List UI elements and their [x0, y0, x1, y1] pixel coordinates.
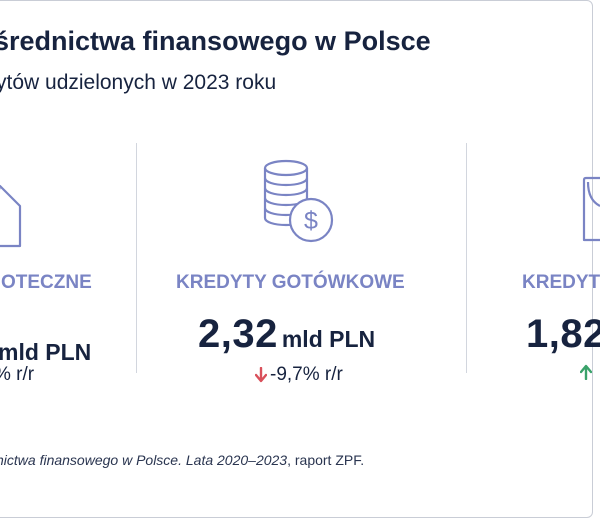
source-note: nictwa finansowego w Polsce. Lata 2020–2… [0, 452, 364, 468]
coins-dollar-icon: $ [263, 159, 334, 243]
arrow-down-icon [255, 367, 267, 383]
column-2-change-text: -9,7% r/r [270, 364, 343, 385]
column-divider-2 [466, 143, 467, 373]
source-rest: , raport ZPF. [287, 452, 365, 468]
column-2-value-number: 2,32 [198, 312, 278, 356]
column-2-change: -9,7% r/r [255, 364, 343, 386]
column-3-value: 1,82 [526, 312, 600, 357]
page-subtitle: ytów udzielonych w 2023 roku [0, 71, 277, 94]
column-3-label: KREDYT [522, 272, 600, 293]
column-1-change-text: % r/r [0, 364, 35, 385]
column-3-change [580, 364, 595, 380]
column-divider-1 [136, 143, 137, 373]
page-title: średnictwa finansowego w Polsce [0, 26, 431, 56]
column-1-label: OTECZNE [1, 272, 92, 293]
car-icon [582, 176, 600, 242]
column-3-value-number: 1,82 [526, 312, 600, 356]
column-1-value: mld PLN [0, 325, 91, 370]
card-frame [0, 0, 593, 518]
column-2-value: 2,32 mld PLN [198, 312, 375, 357]
svg-text:$: $ [304, 207, 318, 235]
column-2-label: KREDYTY GOTÓWKOWE [176, 272, 405, 293]
column-2-value-unit: mld PLN [281, 326, 376, 352]
arrow-up-icon [580, 364, 592, 380]
house-icon [0, 184, 22, 248]
source-title: nictwa finansowego w Polsce. Lata 2020–2… [0, 452, 288, 468]
column-1-change: % r/r [0, 364, 34, 386]
column-1-value-unit: mld PLN [0, 339, 92, 365]
